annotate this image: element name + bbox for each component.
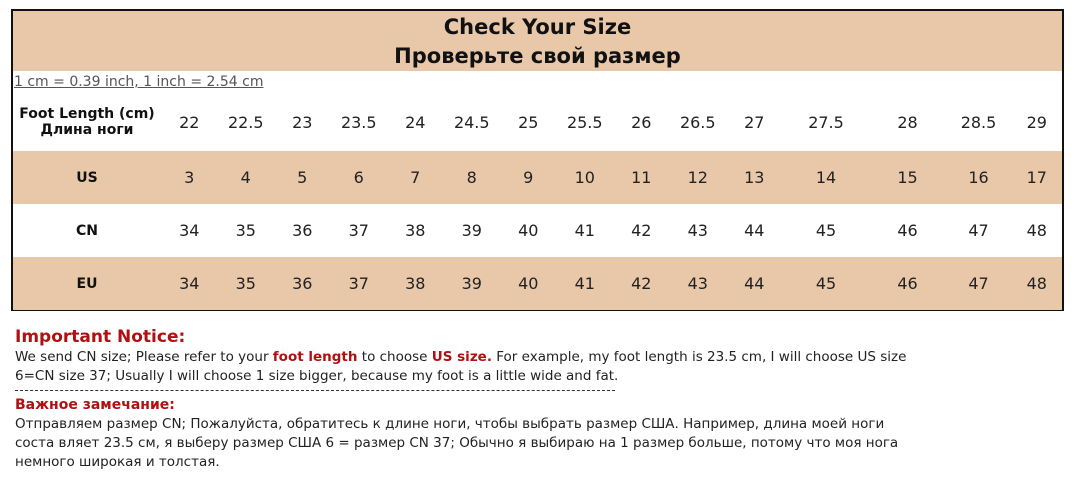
size-table: Foot Length (cm) Длина ноги 22 22.5 23 23.5 24… — [13, 93, 1062, 310]
size-cell: 42 — [631, 221, 652, 240]
size-cell: 17 — [1011, 151, 1062, 204]
size-cell: 48 — [1011, 257, 1062, 310]
size-cell: 34 — [179, 221, 200, 240]
size-cell: 22.5 — [227, 112, 264, 132]
size-cell: 4 — [217, 151, 274, 204]
size-cell: 22 — [179, 112, 200, 132]
title-en: Check Your Size — [443, 15, 632, 39]
size-cell: 39 — [461, 221, 482, 240]
size-cell: 25 — [518, 112, 539, 132]
size-cell: 8 — [443, 151, 500, 204]
size-cell: 42 — [613, 257, 670, 310]
size-cell: 13 — [726, 151, 783, 204]
size-cell: 10 — [556, 151, 613, 204]
size-cell: 28 — [897, 112, 918, 132]
notice-heading: Important Notice: — [15, 327, 186, 347]
size-cell: 48 — [1026, 221, 1047, 240]
size-cell: 34 — [161, 257, 218, 310]
size-cell: 38 — [387, 257, 444, 310]
size-cell: 38 — [405, 221, 426, 240]
size-cell: 36 — [274, 257, 331, 310]
size-cell: 23.5 — [340, 112, 377, 132]
notice: Important Notice: We send CN size; Pleas… — [15, 326, 1015, 472]
size-chart: Check Your Size Проверьте свой размер 1 … — [11, 9, 1064, 311]
size-cell: 45 — [815, 221, 837, 240]
size-cell: 26 — [631, 112, 652, 132]
size-cell: 15 — [869, 151, 946, 204]
size-cell: 46 — [897, 221, 918, 240]
size-cell: 29 — [1026, 112, 1047, 132]
table-row: US 3 4 5 6 7 8 9 10 11 12 13 14 15 16 17 — [13, 151, 1062, 204]
size-cell: 12 — [669, 151, 726, 204]
size-cell: 6 — [330, 151, 387, 204]
size-cell: 44 — [726, 257, 783, 310]
size-cell: 28.5 — [960, 112, 997, 132]
size-cell: 9 — [500, 151, 557, 204]
notice-text: We send CN size; Please refer to your fo… — [15, 349, 907, 384]
notice-heading-ru: Важное замечание: — [15, 397, 175, 413]
size-cell: 43 — [669, 257, 726, 310]
size-cell: 41 — [574, 221, 595, 240]
size-cell: 44 — [744, 221, 765, 240]
size-cell: 24 — [405, 112, 426, 132]
size-cell: 37 — [330, 257, 387, 310]
size-cell: 27 — [744, 112, 765, 132]
size-cell: 16 — [945, 151, 1012, 204]
row-label: US — [13, 151, 161, 204]
size-cell: 5 — [274, 151, 331, 204]
row-label: CN — [76, 222, 98, 239]
size-cell: 26.5 — [679, 112, 716, 132]
size-cell: 47 — [968, 221, 989, 240]
size-cell: 7 — [387, 151, 444, 204]
size-cell: 14 — [782, 151, 870, 204]
size-cell: 25.5 — [566, 112, 603, 132]
size-cell: 35 — [217, 257, 274, 310]
size-cell: 36 — [292, 221, 313, 240]
size-cell: 41 — [556, 257, 613, 310]
size-cell: 27.5 — [808, 112, 844, 132]
table-row: CN 34 35 36 37 38 39 40 41 42 43 44 45 46 47 48 — [13, 204, 1062, 257]
table-row: Foot Length (cm) Длина ноги 22 22.5 23 23.5 24… — [13, 93, 1062, 151]
notice-text-ru: Отправляем размер CN; Пожалуйста, обрати… — [15, 416, 899, 470]
divider — [15, 390, 615, 391]
size-cell: 46 — [869, 257, 946, 310]
size-cell: 11 — [613, 151, 670, 204]
row-label: EU — [13, 257, 161, 310]
size-cell: 40 — [518, 221, 539, 240]
size-cell: 43 — [687, 221, 708, 240]
title-ru: Проверьте свой размер — [394, 44, 681, 68]
size-cell: 37 — [348, 221, 369, 240]
size-cell: 47 — [945, 257, 1012, 310]
conversion-note: 1 cm = 0.39 inch, 1 inch = 2.54 cm — [14, 74, 264, 90]
size-cell: 23 — [292, 112, 313, 132]
table-row: EU 34 35 36 37 38 39 40 41 42 43 44 45 46 47 48 — [13, 257, 1062, 310]
size-cell: 39 — [443, 257, 500, 310]
size-cell: 24.5 — [453, 112, 490, 132]
size-cell: 40 — [500, 257, 557, 310]
size-cell: 3 — [161, 151, 218, 204]
size-cell: 45 — [782, 257, 870, 310]
size-cell: 35 — [235, 221, 256, 240]
row-label: Foot Length (cm) Длина ноги — [19, 106, 155, 138]
chart-title: Check Your Size Проверьте свой размер — [13, 11, 1062, 71]
